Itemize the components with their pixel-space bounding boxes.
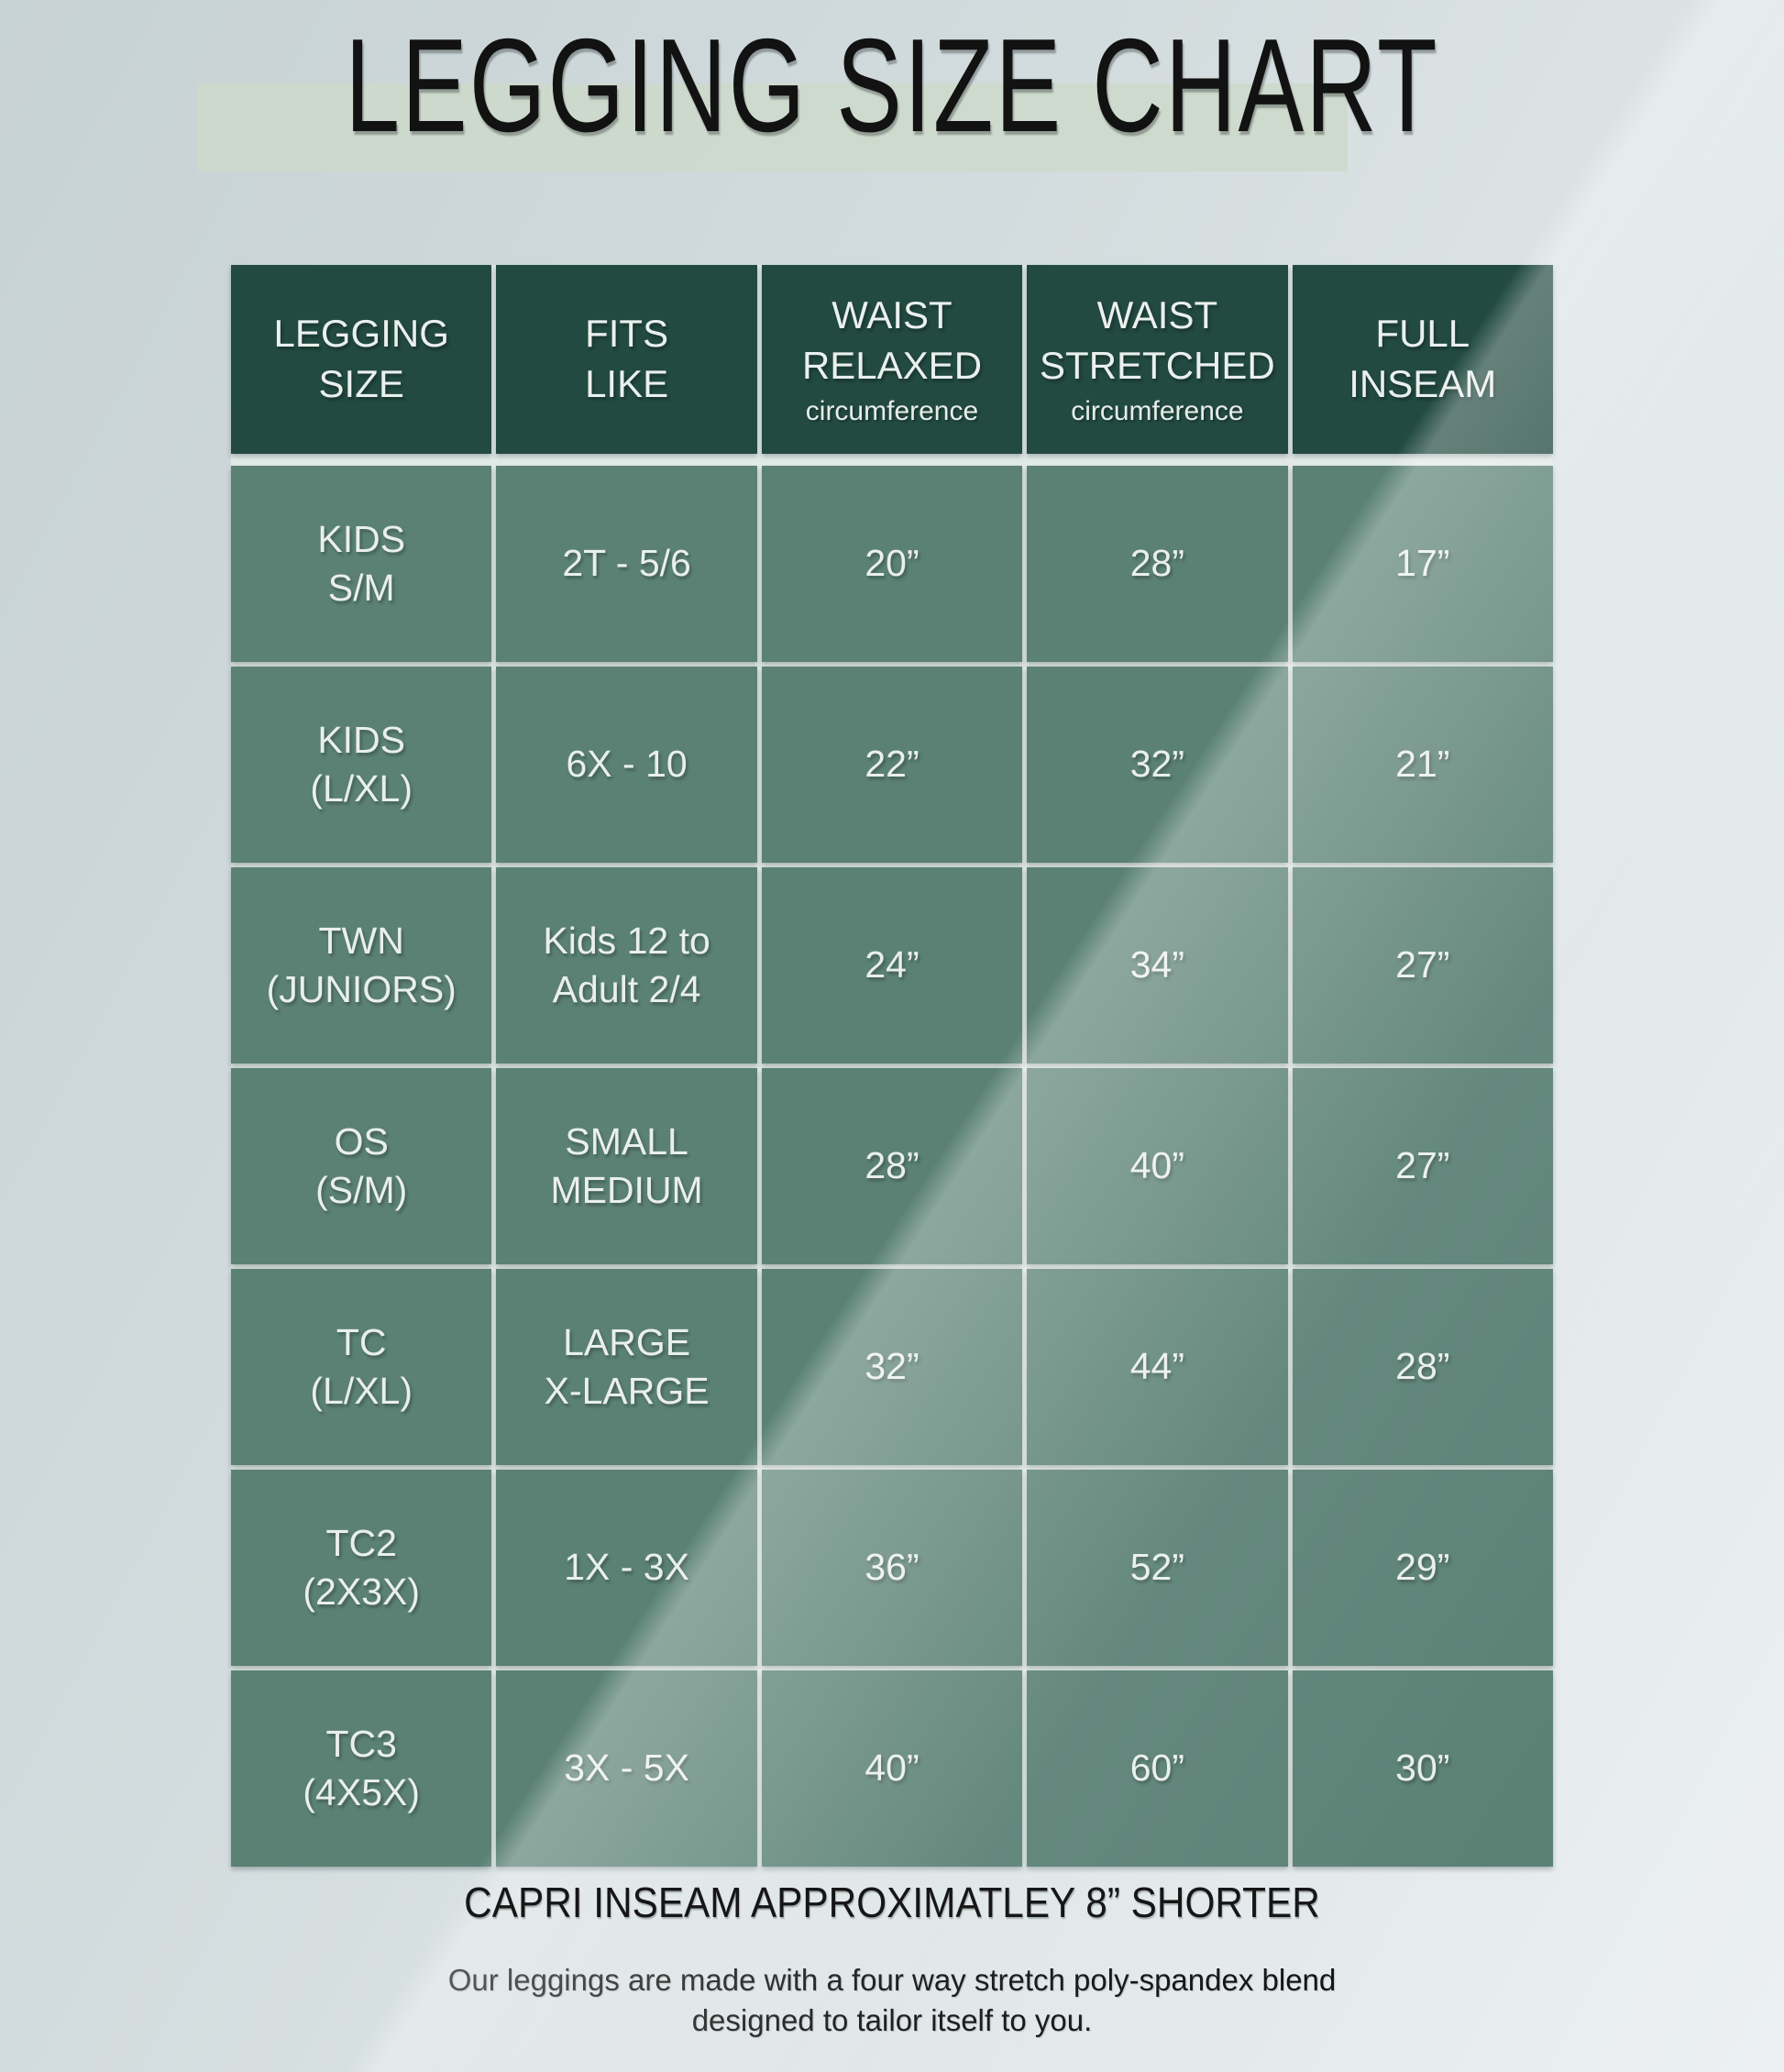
cell-waist-stretched: 32” — [1027, 667, 1288, 863]
table-body: KIDS S/M 2T - 5/6 20” 28” 17” KIDS (L/XL… — [231, 466, 1553, 1867]
cell-legging-size: TWN (JUNIORS) — [231, 867, 492, 1064]
header-cell-sublabel: circumference — [1071, 395, 1244, 426]
header-cell-waist-stretched: WAIST STRETCHED circumference — [1027, 265, 1288, 454]
header-cell-full-inseam: FULL INSEAM — [1292, 265, 1553, 454]
cell-fits-like: SMALL MEDIUM — [496, 1068, 757, 1264]
cell-full-inseam: 30” — [1292, 1670, 1553, 1867]
cell-waist-stretched: 28” — [1027, 466, 1288, 662]
cell-waist-stretched: 34” — [1027, 867, 1288, 1064]
header-cell-label: WAIST RELAXED — [801, 293, 983, 387]
cell-waist-stretched: 60” — [1027, 1670, 1288, 1867]
cell-full-inseam: 27” — [1292, 867, 1553, 1064]
cell-fits-like: 2T - 5/6 — [496, 466, 757, 662]
cell-fits-like: 3X - 5X — [496, 1670, 757, 1867]
header-cell-label: WAIST STRETCHED — [1040, 293, 1275, 387]
cell-legging-size: KIDS (L/XL) — [231, 667, 492, 863]
table-row: TC2 (2X3X) 1X - 3X 36” 52” 29” — [231, 1470, 1553, 1666]
footer-description: Our leggings are made with a four way st… — [447, 1963, 1337, 2037]
cell-full-inseam: 27” — [1292, 1068, 1553, 1264]
page-footer: CAPRI INSEAM APPROXIMATLEY 8” SHORTER Ou… — [0, 1881, 1784, 2040]
cell-legging-size: TC2 (2X3X) — [231, 1470, 492, 1666]
legging-size-table: LEGGING SIZE FITS LIKE WAIST RELAXED cir… — [231, 265, 1553, 1867]
header-cell-label: LEGGING SIZE — [273, 312, 449, 405]
header-cell-fits-like: FITS LIKE — [496, 265, 757, 454]
table-header-row: LEGGING SIZE FITS LIKE WAIST RELAXED cir… — [231, 265, 1553, 454]
title-highlight-band — [197, 83, 1348, 171]
cell-waist-relaxed: 40” — [761, 1670, 1023, 1867]
cell-waist-relaxed: 24” — [761, 867, 1023, 1064]
cell-fits-like: LARGE X-LARGE — [496, 1269, 757, 1465]
cell-legging-size: OS (S/M) — [231, 1068, 492, 1264]
cell-waist-relaxed: 22” — [761, 667, 1023, 863]
page-header: LEGGING SIZE CHART — [0, 0, 1784, 171]
cell-waist-stretched: 44” — [1027, 1269, 1288, 1465]
cell-legging-size: TC3 (4X5X) — [231, 1670, 492, 1867]
cell-fits-like: Kids 12 to Adult 2/4 — [496, 867, 757, 1064]
header-cell-label: FULL INSEAM — [1349, 312, 1497, 405]
cell-full-inseam: 29” — [1292, 1470, 1553, 1666]
table-row: OS (S/M) SMALL MEDIUM 28” 40” 27” — [231, 1068, 1553, 1264]
cell-legging-size: TC (L/XL) — [231, 1269, 492, 1465]
header-cell-legging-size: LEGGING SIZE — [231, 265, 492, 454]
header-cell-waist-relaxed: WAIST RELAXED circumference — [761, 265, 1023, 454]
cell-waist-stretched: 52” — [1027, 1470, 1288, 1666]
cell-waist-relaxed: 28” — [761, 1068, 1023, 1264]
page-title: LEGGING SIZE CHART — [345, 11, 1439, 160]
table-row: KIDS (L/XL) 6X - 10 22” 32” 21” — [231, 667, 1553, 863]
cell-full-inseam: 21” — [1292, 667, 1553, 863]
header-cell-sublabel: circumference — [805, 395, 979, 426]
cell-waist-stretched: 40” — [1027, 1068, 1288, 1264]
table-row: TC (L/XL) LARGE X-LARGE 32” 44” 28” — [231, 1269, 1553, 1465]
table-row: TC3 (4X5X) 3X - 5X 40” 60” 30” — [231, 1670, 1553, 1867]
header-cell-label: FITS LIKE — [585, 312, 669, 405]
cell-full-inseam: 17” — [1292, 466, 1553, 662]
cell-fits-like: 6X - 10 — [496, 667, 757, 863]
cell-waist-relaxed: 36” — [761, 1470, 1023, 1666]
table-row: TWN (JUNIORS) Kids 12 to Adult 2/4 24” 3… — [231, 867, 1553, 1064]
cell-legging-size: KIDS S/M — [231, 466, 492, 662]
cell-fits-like: 1X - 3X — [496, 1470, 757, 1666]
footer-note: CAPRI INSEAM APPROXIMATLEY 8” SHORTER — [464, 1879, 1320, 1926]
cell-full-inseam: 28” — [1292, 1269, 1553, 1465]
cell-waist-relaxed: 32” — [761, 1269, 1023, 1465]
table-row: KIDS S/M 2T - 5/6 20” 28” 17” — [231, 466, 1553, 662]
cell-waist-relaxed: 20” — [761, 466, 1023, 662]
